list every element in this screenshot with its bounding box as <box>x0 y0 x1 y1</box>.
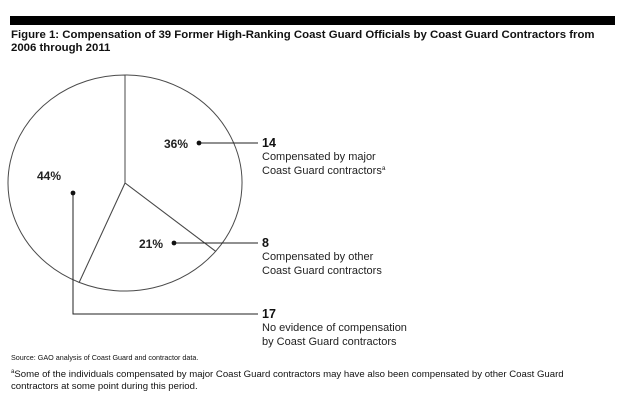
pie-slice-3 <box>7 74 126 283</box>
description-label-2-2: Coast Guard contractors <box>262 265 382 277</box>
percent-label-1: 36% <box>164 137 188 151</box>
footnote: aSome of the individuals compensated by … <box>11 369 611 393</box>
note-marker: a <box>382 165 386 172</box>
figure-title: Figure 1: Compensation of 39 Former High… <box>11 29 595 54</box>
count-label-1: 14 <box>262 136 276 150</box>
description-label-1-2: Coast Guard contractorsa <box>262 165 386 177</box>
leader-dot-1 <box>196 140 202 146</box>
description-label-1-1: Compensated by major <box>262 151 376 163</box>
count-label-2: 8 <box>262 236 269 250</box>
title-rule <box>10 16 615 25</box>
pie-slice-1 <box>124 74 243 252</box>
percent-label-3: 44% <box>37 169 61 183</box>
source-note: Source: GAO analysis of Coast Guard and … <box>11 353 199 362</box>
pie-slice-2 <box>78 182 217 292</box>
leader-dot-3 <box>70 190 76 196</box>
percent-label-2: 21% <box>139 237 163 251</box>
leader-dot-2 <box>171 240 177 246</box>
description-label-2-1: Compensated by other <box>262 251 374 263</box>
footnote-text: Some of the individuals compensated by m… <box>11 369 564 392</box>
footnote-marker: a <box>11 368 15 375</box>
leader-line-3 <box>72 193 258 315</box>
description-label-3-1: No evidence of compensation <box>262 322 407 334</box>
description-label-3-2: by Coast Guard contractors <box>262 336 397 348</box>
count-label-3: 17 <box>262 307 276 321</box>
